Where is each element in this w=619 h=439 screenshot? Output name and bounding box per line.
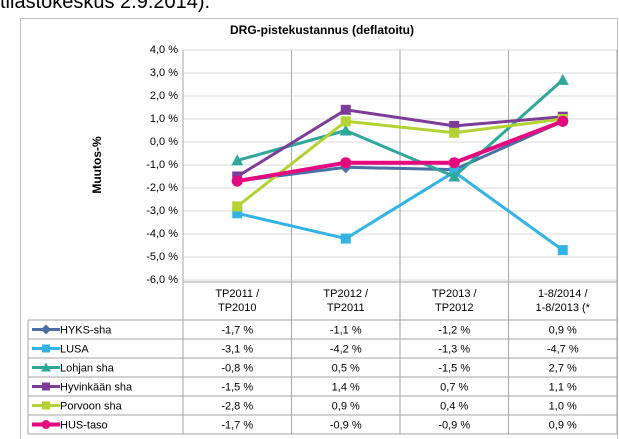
data-label: -1,5 % (438, 362, 470, 374)
y-tick-label: 3,0 % (150, 67, 178, 79)
legend-label: HYKS-sha (60, 324, 112, 336)
series-line (236, 117, 563, 208)
data-label: 1,0 % (549, 400, 577, 412)
marker (556, 73, 569, 85)
data-label: -0,8 % (221, 362, 253, 374)
data-label: 0,9 % (549, 419, 577, 431)
x-tick-label: TP2013 / TP2012 (431, 288, 477, 314)
marker (340, 233, 351, 244)
y-tick-label: 1,0 % (150, 113, 178, 125)
data-label: 0,9 % (332, 400, 360, 412)
legend-marker (41, 362, 51, 372)
x-tick-label: 1-8/2014 / 1-8/2013 (* (535, 288, 590, 314)
y-tick-label: -5,0 % (146, 251, 178, 263)
data-label: -0,9 % (330, 419, 362, 431)
marker (449, 127, 460, 138)
data-label: -1,3 % (438, 343, 470, 355)
data-label: -3,1 % (221, 343, 253, 355)
data-label: 0,4 % (440, 400, 468, 412)
marker (340, 157, 352, 169)
data-label: -4,7 % (547, 343, 579, 355)
marker (557, 245, 568, 256)
y-axis-label: Muutos-% (90, 136, 104, 194)
legend-marker (42, 382, 50, 391)
x-tick-label: TP2011 / TP2010 (215, 288, 260, 314)
chart-border (20, 18, 618, 439)
marker (231, 175, 243, 187)
chart-title: DRG-pistekustannus (deflatoitu) (230, 23, 414, 37)
marker (448, 157, 460, 169)
y-tick-label: -6,0 % (146, 274, 178, 286)
legend-label: Porvoon sha (60, 400, 123, 412)
data-label: -4,2 % (330, 343, 362, 355)
y-tick-label: -2,0 % (146, 182, 178, 194)
marker (557, 115, 569, 127)
series-line (236, 119, 564, 184)
legend-marker (41, 420, 51, 429)
series-line (236, 108, 563, 178)
data-label: 2,7 % (549, 362, 577, 374)
y-tick-label: -4,0 % (146, 228, 178, 240)
data-label: -1,7 % (221, 419, 253, 431)
data-label: 0,5 % (332, 362, 360, 374)
data-label: 0,7 % (440, 381, 468, 393)
y-tick-label: -1,0 % (146, 159, 178, 171)
series-line (236, 78, 564, 178)
data-label: -1,2 % (438, 324, 470, 336)
marker (340, 116, 351, 127)
legend-label: Hyvinkään sha (60, 381, 133, 393)
legend-marker (42, 401, 50, 410)
legend-marker (42, 344, 50, 353)
marker (232, 201, 243, 212)
x-tick-label: TP2012 / TP2011 (323, 288, 369, 314)
context-text: tilastokeskus 2.9.2014). (0, 0, 211, 13)
marker (339, 124, 352, 136)
marker (340, 104, 351, 115)
data-label: 0,9 % (549, 324, 577, 336)
data-label: 1,4 % (332, 381, 360, 393)
y-tick-label: 4,0 % (150, 44, 178, 56)
data-label: 1,1 % (549, 381, 577, 393)
y-tick-label: 2,0 % (150, 90, 178, 102)
data-label: -1,7 % (221, 324, 253, 336)
marker (231, 154, 244, 166)
marker (449, 120, 460, 131)
y-tick-label: 0,0 % (150, 136, 178, 148)
data-label: -1,5 % (221, 381, 253, 393)
y-tick-label: -3,0 % (146, 205, 178, 217)
marker (448, 170, 461, 182)
legend-marker (41, 324, 51, 335)
data-label: -0,9 % (438, 419, 470, 431)
data-label: -2,8 % (221, 400, 253, 412)
legend-label: Lohjan sha (60, 362, 115, 374)
series-line (236, 170, 564, 252)
legend-label: HUS-taso (60, 419, 108, 431)
legend-label: LUSA (60, 343, 89, 355)
marker (232, 208, 243, 219)
data-label: -1,1 % (330, 324, 362, 336)
series-line (237, 119, 564, 183)
